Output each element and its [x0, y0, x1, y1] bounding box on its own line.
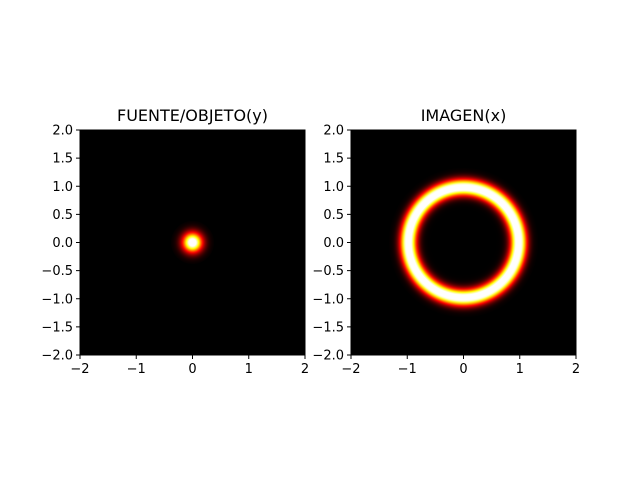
- y-tick-label: −1.0: [41, 292, 73, 307]
- x-ticks-image: −2 −1 0 1 2: [341, 355, 580, 377]
- y-tick-label: −2.0: [312, 349, 344, 364]
- x-tick-label: 2: [301, 362, 309, 377]
- y-tick-label: 0.0: [323, 236, 344, 251]
- y-tick-label: −0.5: [312, 264, 344, 279]
- y-tick-label: −2.0: [41, 349, 73, 364]
- x-tick-label: 1: [245, 362, 253, 377]
- x-tick-label: −2: [341, 362, 360, 377]
- y-tick-label: −1.5: [41, 320, 73, 335]
- y-tick-label: 2.0: [323, 124, 344, 139]
- panel-source: FUENTE/OBJETO(y) −2 −1 0 1 2 2.0 1.5 1.0 0.5 0.0…: [41, 106, 309, 377]
- x-tick-label: 1: [516, 362, 524, 377]
- panel-title-source: FUENTE/OBJETO(y): [117, 106, 268, 125]
- y-tick-label: −0.5: [41, 264, 73, 279]
- y-tick-label: −1.0: [312, 292, 344, 307]
- y-tick-label: 0.5: [323, 208, 344, 223]
- y-ticks-source: 2.0 1.5 1.0 0.5 0.0 −0.5 −1.0 −1.5 −2.0: [41, 124, 80, 364]
- x-tick-label: 2: [572, 362, 580, 377]
- y-tick-label: 1.5: [323, 152, 344, 167]
- y-tick-label: 1.0: [52, 180, 73, 195]
- panel-title-image: IMAGEN(x): [421, 106, 507, 125]
- x-tick-label: 0: [459, 362, 467, 377]
- x-tick-label: −1: [127, 362, 146, 377]
- x-tick-label: 0: [188, 362, 196, 377]
- y-tick-label: 0.0: [52, 236, 73, 251]
- x-tick-label: −1: [398, 362, 417, 377]
- y-tick-label: 2.0: [52, 124, 73, 139]
- einstein-ring: [388, 167, 539, 318]
- y-tick-label: 1.5: [52, 152, 73, 167]
- y-tick-label: −1.5: [312, 320, 344, 335]
- x-tick-label: −2: [70, 362, 89, 377]
- x-ticks-source: −2 −1 0 1 2: [70, 355, 309, 377]
- y-ticks-image: 2.0 1.5 1.0 0.5 0.0 −0.5 −1.0 −1.5 −2.0: [312, 124, 351, 364]
- source-spot: [170, 220, 215, 265]
- y-tick-label: 1.0: [323, 180, 344, 195]
- y-tick-label: 0.5: [52, 208, 73, 223]
- panel-image: IMAGEN(x) −2 −1 0 1 2 2.0 1.5 1.0 0.5 0.0 −0.5 −1.…: [312, 106, 580, 377]
